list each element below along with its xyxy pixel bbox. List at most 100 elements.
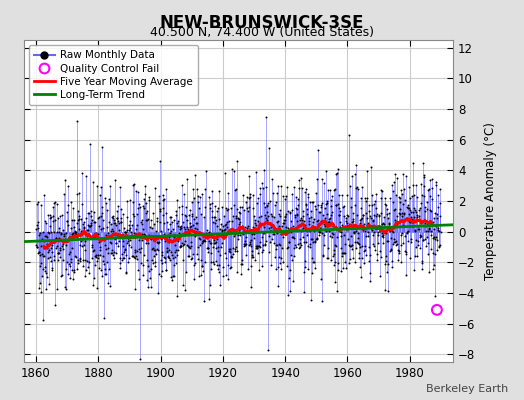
Point xyxy=(366,270,374,276)
Point xyxy=(108,214,116,220)
Point xyxy=(37,260,45,266)
Point xyxy=(308,254,316,261)
Point xyxy=(244,208,252,214)
Point xyxy=(427,232,435,238)
Point xyxy=(236,219,244,225)
Point xyxy=(301,263,309,270)
Point xyxy=(418,260,427,267)
Point xyxy=(110,255,118,262)
Point xyxy=(167,274,175,280)
Point xyxy=(172,247,180,253)
Point xyxy=(75,216,83,222)
Point xyxy=(47,245,55,251)
Point xyxy=(147,236,155,242)
Point xyxy=(48,267,57,273)
Point xyxy=(328,209,336,216)
Point xyxy=(369,241,377,248)
Point xyxy=(230,202,238,208)
Point xyxy=(387,228,396,235)
Point xyxy=(97,213,105,219)
Point xyxy=(225,248,234,254)
Point xyxy=(305,244,314,250)
Point xyxy=(378,239,387,246)
Point xyxy=(130,249,139,255)
Point xyxy=(221,250,230,256)
Point xyxy=(332,243,340,250)
Point xyxy=(126,197,134,203)
Point xyxy=(69,232,78,238)
Point xyxy=(395,248,403,254)
Point xyxy=(66,263,74,269)
Point xyxy=(36,280,44,286)
Point xyxy=(251,225,259,232)
Point xyxy=(282,211,290,217)
Point xyxy=(332,202,340,208)
Point xyxy=(379,234,387,240)
Point xyxy=(115,220,124,226)
Point xyxy=(375,212,384,219)
Point xyxy=(52,242,61,249)
Point xyxy=(402,230,411,236)
Point xyxy=(215,216,223,222)
Point xyxy=(116,259,124,266)
Point xyxy=(85,270,93,276)
Point xyxy=(313,218,322,224)
Point xyxy=(380,224,388,231)
Point xyxy=(165,247,173,253)
Point xyxy=(323,254,332,261)
Point xyxy=(298,217,306,223)
Point xyxy=(335,208,344,214)
Point xyxy=(402,250,410,257)
Point xyxy=(148,256,156,263)
Point xyxy=(394,219,402,226)
Point xyxy=(412,182,421,188)
Point xyxy=(263,202,271,208)
Point xyxy=(351,259,359,266)
Point xyxy=(272,242,280,249)
Point xyxy=(315,228,323,234)
Point xyxy=(43,255,52,262)
Point xyxy=(133,248,141,254)
Point xyxy=(413,238,422,244)
Point xyxy=(66,275,74,281)
Point xyxy=(148,246,157,252)
Point xyxy=(265,225,273,232)
Point xyxy=(312,206,320,212)
Point xyxy=(144,262,152,269)
Point xyxy=(425,185,433,192)
Point xyxy=(275,222,283,229)
Point xyxy=(95,214,103,221)
Point xyxy=(423,199,431,206)
Point xyxy=(120,255,128,261)
Point xyxy=(379,232,387,238)
Point xyxy=(426,177,434,183)
Point xyxy=(181,238,189,244)
Point xyxy=(410,214,418,220)
Point xyxy=(266,224,275,230)
Point xyxy=(430,262,439,268)
Point xyxy=(72,229,80,236)
Point xyxy=(320,231,328,238)
Point xyxy=(173,252,182,258)
Point xyxy=(145,232,153,238)
Point xyxy=(296,240,304,246)
Point xyxy=(343,220,351,227)
Point xyxy=(82,266,90,273)
Point xyxy=(234,236,242,242)
Point xyxy=(340,212,348,219)
Point xyxy=(150,246,158,253)
Point xyxy=(155,239,163,246)
Point xyxy=(422,228,431,234)
Point xyxy=(395,194,403,201)
Point xyxy=(278,230,286,236)
Point xyxy=(107,247,116,254)
Point xyxy=(377,194,386,201)
Point xyxy=(205,238,213,244)
Point xyxy=(388,258,396,264)
Point xyxy=(40,252,48,259)
Point xyxy=(388,264,397,270)
Point xyxy=(430,210,439,216)
Point xyxy=(348,173,356,179)
Point xyxy=(307,208,315,215)
Point xyxy=(199,238,207,244)
